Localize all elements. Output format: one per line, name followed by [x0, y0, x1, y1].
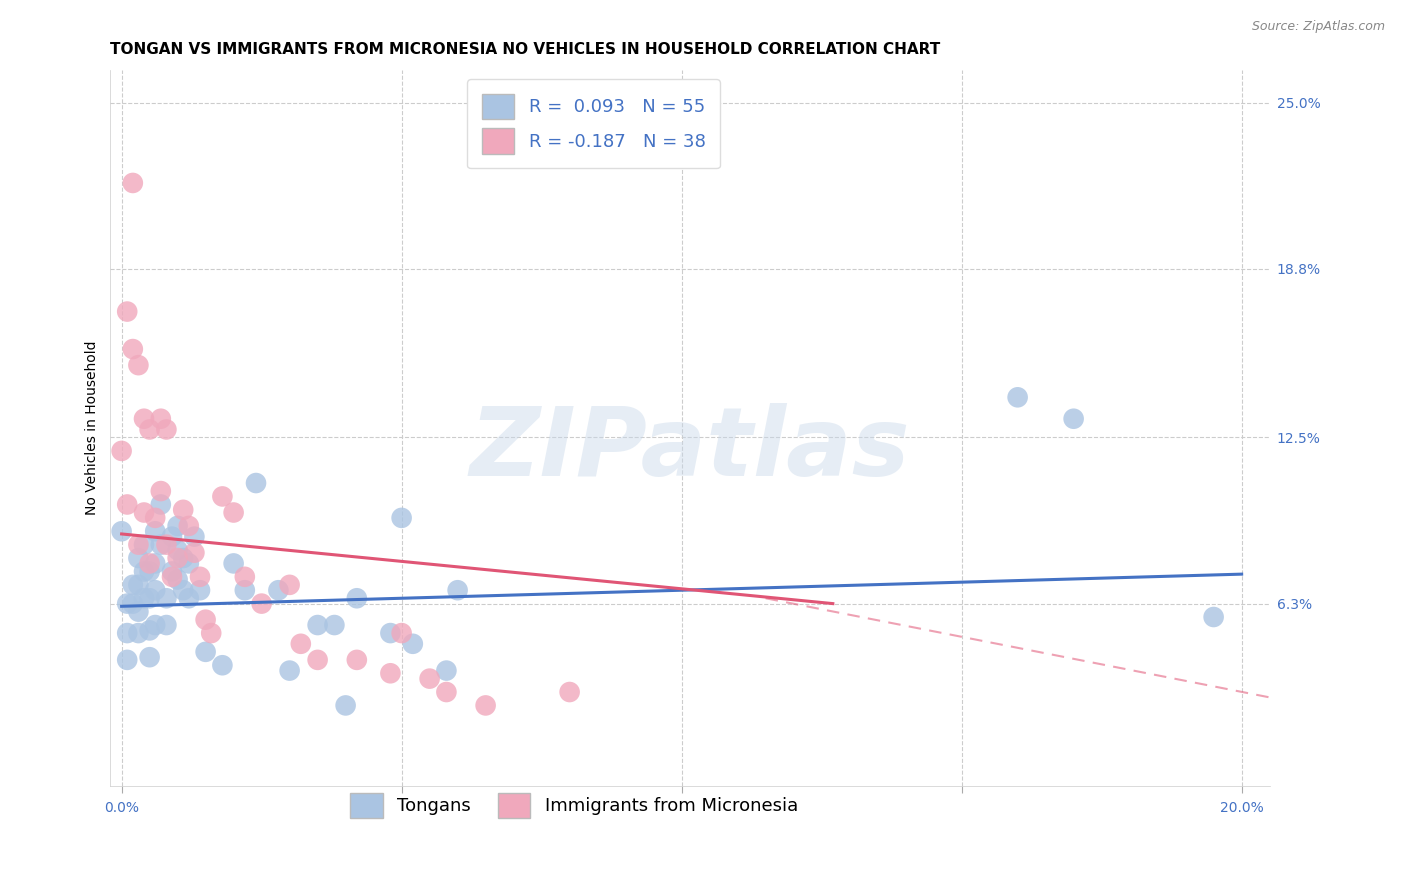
- Point: [194, 645, 217, 659]
- Point: [138, 650, 160, 665]
- Point: [149, 538, 172, 552]
- Point: [346, 653, 368, 667]
- Point: [127, 358, 149, 372]
- Point: [172, 551, 194, 566]
- Point: [121, 578, 143, 592]
- Point: [166, 543, 188, 558]
- Point: [222, 557, 245, 571]
- Point: [1202, 610, 1225, 624]
- Point: [138, 422, 160, 436]
- Point: [183, 546, 205, 560]
- Point: [335, 698, 357, 713]
- Point: [132, 411, 155, 425]
- Point: [155, 422, 177, 436]
- Point: [391, 626, 413, 640]
- Point: [211, 490, 233, 504]
- Point: [143, 618, 166, 632]
- Point: [194, 613, 217, 627]
- Point: [115, 498, 138, 512]
- Point: [391, 511, 413, 525]
- Point: [132, 538, 155, 552]
- Point: [200, 626, 222, 640]
- Point: [110, 524, 132, 539]
- Point: [177, 519, 200, 533]
- Point: [115, 597, 138, 611]
- Point: [155, 591, 177, 606]
- Point: [115, 304, 138, 318]
- Point: [160, 530, 183, 544]
- Point: [127, 626, 149, 640]
- Point: [172, 503, 194, 517]
- Point: [419, 672, 441, 686]
- Point: [166, 551, 188, 566]
- Point: [278, 664, 301, 678]
- Point: [138, 557, 160, 571]
- Point: [222, 506, 245, 520]
- Point: [138, 565, 160, 579]
- Point: [121, 597, 143, 611]
- Point: [127, 538, 149, 552]
- Point: [558, 685, 581, 699]
- Y-axis label: No Vehicles in Household: No Vehicles in Household: [86, 341, 100, 516]
- Point: [138, 591, 160, 606]
- Point: [143, 524, 166, 539]
- Point: [149, 498, 172, 512]
- Point: [155, 538, 177, 552]
- Point: [446, 583, 468, 598]
- Point: [211, 658, 233, 673]
- Point: [250, 597, 273, 611]
- Point: [166, 519, 188, 533]
- Text: ZIPatlas: ZIPatlas: [470, 403, 910, 496]
- Point: [149, 411, 172, 425]
- Point: [121, 342, 143, 356]
- Point: [233, 583, 256, 598]
- Point: [307, 653, 329, 667]
- Point: [323, 618, 346, 632]
- Point: [183, 530, 205, 544]
- Point: [402, 637, 425, 651]
- Point: [177, 591, 200, 606]
- Point: [127, 578, 149, 592]
- Point: [290, 637, 312, 651]
- Point: [143, 511, 166, 525]
- Point: [132, 506, 155, 520]
- Point: [155, 618, 177, 632]
- Point: [188, 570, 211, 584]
- Text: Source: ZipAtlas.com: Source: ZipAtlas.com: [1251, 20, 1385, 33]
- Point: [380, 666, 402, 681]
- Point: [233, 570, 256, 584]
- Point: [115, 626, 138, 640]
- Point: [110, 443, 132, 458]
- Point: [245, 476, 267, 491]
- Point: [307, 618, 329, 632]
- Text: TONGAN VS IMMIGRANTS FROM MICRONESIA NO VEHICLES IN HOUSEHOLD CORRELATION CHART: TONGAN VS IMMIGRANTS FROM MICRONESIA NO …: [111, 42, 941, 57]
- Point: [138, 624, 160, 638]
- Point: [160, 565, 183, 579]
- Point: [127, 551, 149, 566]
- Point: [380, 626, 402, 640]
- Point: [132, 591, 155, 606]
- Legend: Tongans, Immigrants from Micronesia: Tongans, Immigrants from Micronesia: [343, 786, 806, 825]
- Point: [436, 685, 458, 699]
- Point: [1063, 411, 1085, 425]
- Point: [474, 698, 496, 713]
- Point: [121, 176, 143, 190]
- Point: [267, 583, 290, 598]
- Point: [160, 570, 183, 584]
- Point: [1007, 390, 1029, 404]
- Point: [346, 591, 368, 606]
- Point: [166, 573, 188, 587]
- Point: [278, 578, 301, 592]
- Point: [177, 557, 200, 571]
- Point: [143, 583, 166, 598]
- Point: [149, 484, 172, 499]
- Point: [172, 583, 194, 598]
- Point: [143, 557, 166, 571]
- Point: [132, 565, 155, 579]
- Point: [188, 583, 211, 598]
- Point: [127, 605, 149, 619]
- Point: [436, 664, 458, 678]
- Point: [115, 653, 138, 667]
